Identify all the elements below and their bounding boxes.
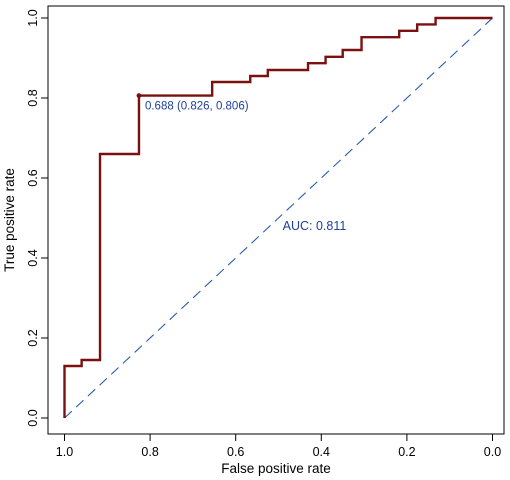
- y-tick-label: 0.4: [26, 249, 40, 266]
- x-tick-label: 0.0: [484, 445, 501, 459]
- y-axis-label: True positive rate: [2, 168, 17, 272]
- y-tick-label: 0.2: [26, 329, 40, 346]
- x-axis-label: False positive rate: [221, 461, 331, 476]
- x-axis-ticks: 1.0 0.8 0.6 0.4 0.2 0.0: [56, 434, 501, 459]
- x-tick-label: 0.2: [398, 445, 415, 459]
- y-tick-label: 0.0: [26, 409, 40, 426]
- y-tick-label: 0.8: [26, 89, 40, 106]
- x-tick-label: 0.6: [227, 445, 244, 459]
- reference-line: [64, 17, 493, 419]
- y-tick-label: 0.6: [26, 169, 40, 186]
- x-tick-label: 0.4: [313, 445, 330, 459]
- y-axis-ticks: 0.0 0.2 0.4 0.6 0.8 1.0: [26, 9, 48, 427]
- auc-label: AUC: 0.811: [283, 219, 347, 233]
- threshold-point: [136, 93, 142, 98]
- threshold-label: 0.688 (0.826, 0.806): [145, 101, 249, 113]
- plot-frame: [47, 5, 505, 435]
- roc-curve: [63, 16, 493, 418]
- x-tick-label: 1.0: [56, 445, 73, 459]
- x-tick-label: 0.8: [141, 445, 158, 459]
- y-tick-label: 1.0: [26, 9, 40, 26]
